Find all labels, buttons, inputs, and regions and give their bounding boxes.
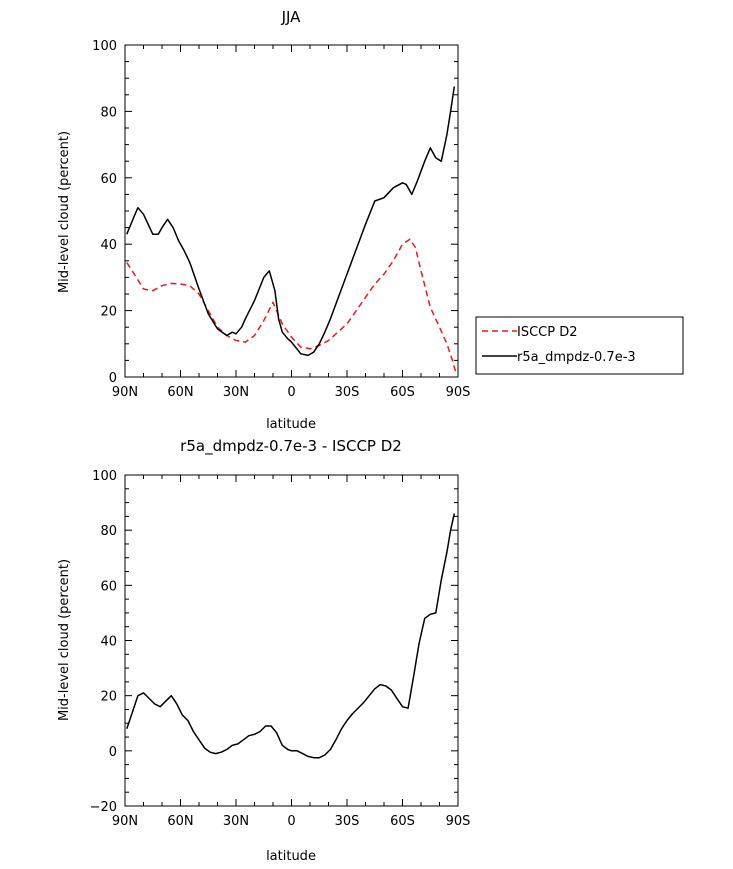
series-line-0 xyxy=(126,238,457,374)
series-lines xyxy=(126,513,456,759)
x-axis-label: latitude xyxy=(266,849,316,864)
axis-ticks: 90N 60N 30N 0 30S 60S 90S −20 0 20 40 60 80 100 xyxy=(90,469,471,829)
y-tick-label: 100 xyxy=(92,39,117,54)
y-tick-label: 60 xyxy=(100,579,117,594)
y-tick-label: 40 xyxy=(100,238,117,253)
x-tick-label: 60S xyxy=(390,814,415,829)
y-tick-label: 20 xyxy=(100,690,117,705)
x-tick-label: 30N xyxy=(223,814,249,829)
x-tick-label: 30S xyxy=(335,385,360,400)
x-tick-label: 30N xyxy=(223,385,249,400)
chart-title: r5a_dmpdz-0.7e-3 - ISCCP D2 xyxy=(180,437,402,456)
y-tick-label: 100 xyxy=(92,469,117,484)
axes-frame xyxy=(124,44,459,378)
y-tick-label: 0 xyxy=(109,745,117,760)
x-tick-label: 90N xyxy=(112,385,138,400)
x-tick-label: 0 xyxy=(287,385,295,400)
y-tick-label: 20 xyxy=(100,305,117,320)
x-tick-label: 30S xyxy=(335,814,360,829)
y-axis-label: Mid-level cloud (percent) xyxy=(57,131,72,293)
y-tick-label: 80 xyxy=(100,524,117,539)
y-tick-label: −20 xyxy=(90,800,117,815)
x-tick-label: 90S xyxy=(446,814,471,829)
y-tick-label: 0 xyxy=(109,371,117,386)
x-tick-label: 90N xyxy=(112,814,138,829)
x-tick-label: 0 xyxy=(287,814,295,829)
y-tick-label: 40 xyxy=(100,635,117,650)
x-tick-label: 60S xyxy=(390,385,415,400)
bottom-chart: r5a_dmpdz-0.7e-3 - ISCCP D2 Mid-level cl… xyxy=(57,437,470,864)
plot-frame xyxy=(124,44,459,378)
chart-title: JJA xyxy=(281,8,302,26)
x-axis-label: latitude xyxy=(266,417,316,432)
top-chart: JJA Mid-level cloud (percent) latitude 9… xyxy=(57,8,470,432)
axes-frame xyxy=(124,474,459,807)
plot-frame xyxy=(124,474,459,807)
y-tick-label: 80 xyxy=(100,105,117,120)
legend-label-isccp: ISCCP D2 xyxy=(517,325,578,340)
legend-label-model: r5a_dmpdz-0.7e-3 xyxy=(517,350,636,365)
legend-box xyxy=(475,316,684,375)
x-tick-label: 90S xyxy=(446,385,471,400)
axis-ticks: 90N 60N 30N 0 30S 60S 90S 0 20 40 60 80 100 xyxy=(92,39,470,400)
series-line-0 xyxy=(126,513,456,759)
legend: ISCCP D2 r5a_dmpdz-0.7e-3 xyxy=(475,316,684,375)
y-tick-label: 60 xyxy=(100,172,117,187)
x-tick-label: 60N xyxy=(167,385,193,400)
y-axis-label: Mid-level cloud (percent) xyxy=(57,559,72,721)
x-tick-label: 60N xyxy=(167,814,193,829)
series-lines xyxy=(126,86,457,374)
series-line-1 xyxy=(126,86,456,357)
